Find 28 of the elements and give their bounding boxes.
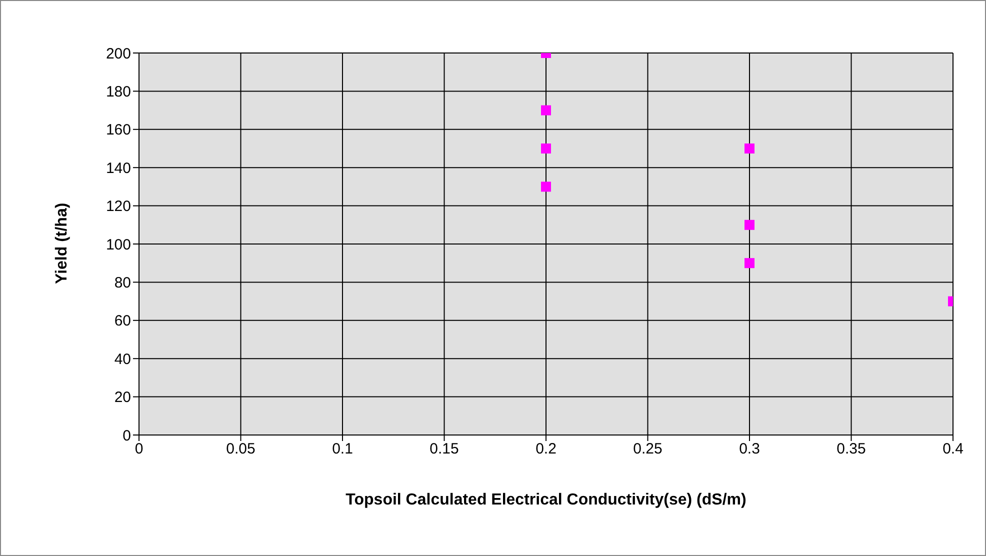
- point: [744, 258, 754, 268]
- x-tick-label: 0.2: [536, 440, 556, 458]
- point: [744, 220, 754, 230]
- y-tick-label: 80: [114, 274, 131, 292]
- y-tick-label: 120: [106, 198, 131, 216]
- point: [541, 144, 551, 154]
- x-tick-label: 0: [134, 440, 144, 458]
- y-tick-label: 100: [106, 236, 131, 254]
- y-tick-label: 140: [106, 160, 131, 177]
- x-tick-label: 0.4: [942, 440, 964, 458]
- x-tick-label: 0.25: [633, 440, 662, 458]
- y-tick-label: 60: [114, 312, 131, 330]
- y-tick-label: 160: [106, 122, 131, 139]
- y-tick-label: 0: [122, 427, 131, 444]
- y-tick-label: 40: [114, 350, 131, 368]
- point: [744, 144, 754, 154]
- y-tick-label: 20: [114, 389, 131, 406]
- x-axis-title: Topsoil Calculated Electrical Conductivity(se) (dS/m): [346, 491, 746, 508]
- y-axis-title: Yield (t/ha): [54, 202, 71, 284]
- y-tick-label: 200: [106, 45, 131, 62]
- x-tick-label: 0.05: [226, 440, 256, 458]
- x-tick-label: 0.15: [430, 440, 459, 458]
- x-tick-label: 0.35: [836, 440, 866, 458]
- x-tick-label: 0.3: [739, 440, 760, 458]
- point: [541, 105, 551, 116]
- y-tick-label: 180: [106, 84, 131, 101]
- x-tick-label: 0.1: [332, 440, 353, 458]
- point: [541, 182, 551, 192]
